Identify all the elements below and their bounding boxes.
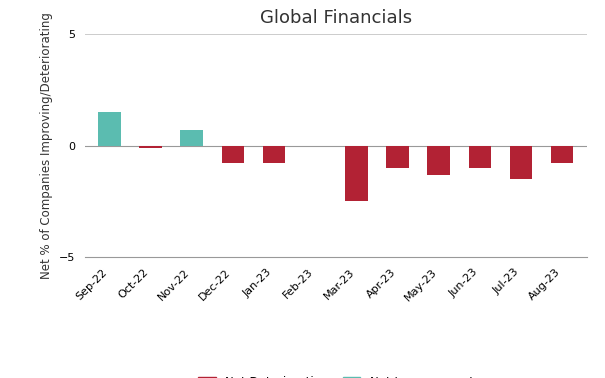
Bar (345, 146, 368, 201)
Bar (509, 146, 532, 179)
Bar (386, 146, 409, 168)
Bar (180, 130, 203, 146)
Y-axis label: Net % of Companies Improving/Deteriorating: Net % of Companies Improving/Deteriorati… (40, 12, 53, 279)
Bar (468, 146, 491, 168)
Bar (221, 146, 244, 163)
Bar (98, 112, 121, 146)
Bar (139, 146, 162, 148)
Legend: Net Deterioration, Net Improvement: Net Deterioration, Net Improvement (198, 376, 474, 378)
Bar (263, 146, 286, 163)
Bar (551, 146, 574, 163)
Title: Global Financials: Global Financials (260, 9, 412, 27)
Bar (427, 146, 450, 175)
